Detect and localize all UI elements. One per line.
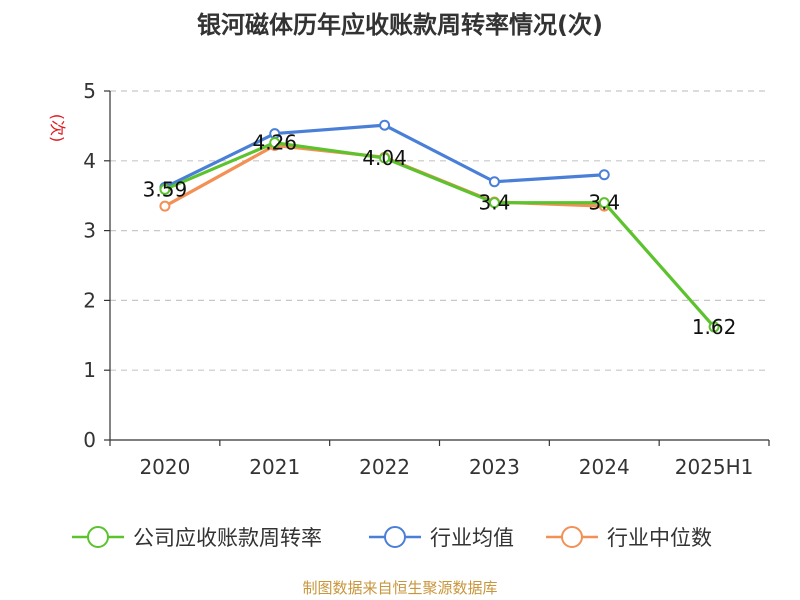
source-note: 制图数据来自恒生聚源数据库 bbox=[302, 579, 497, 597]
x-tick-label: 2021 bbox=[249, 455, 300, 479]
data-label: 1.62 bbox=[692, 315, 737, 339]
legend-label: 公司应收账款周转率 bbox=[133, 526, 322, 550]
y-tick-label: 3 bbox=[83, 219, 96, 243]
legend-marker bbox=[384, 526, 406, 548]
legend-label: 行业均值 bbox=[430, 526, 514, 550]
legend-item[interactable]: 公司应收账款周转率 bbox=[72, 526, 322, 550]
legend-marker bbox=[87, 526, 109, 548]
legend-item[interactable]: 行业均值 bbox=[369, 526, 514, 550]
y-tick-label: 4 bbox=[83, 149, 96, 173]
y-tick-label: 1 bbox=[83, 358, 96, 382]
legend-item[interactable]: 行业中位数 bbox=[546, 526, 712, 550]
x-tick-label: 2025H1 bbox=[675, 455, 754, 479]
data-point bbox=[488, 197, 500, 209]
grid bbox=[110, 90, 769, 371]
chart-title: 银河磁体历年应收账款周转率情况(次) bbox=[197, 11, 603, 39]
y-tick-label: 5 bbox=[83, 79, 96, 103]
data-label: 3.4 bbox=[479, 191, 511, 215]
data-label: 4.04 bbox=[362, 146, 407, 170]
y-axis-label: (次) bbox=[48, 114, 67, 143]
x-tick-label: 2023 bbox=[469, 455, 520, 479]
data-point bbox=[708, 321, 720, 333]
data-point bbox=[379, 119, 391, 131]
data-label: 3.59 bbox=[143, 177, 188, 201]
y-tick-label: 2 bbox=[83, 288, 96, 312]
data-labels: 3.59 4.26 4.04 3.4 3.4 1.62 bbox=[143, 131, 737, 339]
legend-marker bbox=[561, 526, 583, 548]
data-point bbox=[269, 137, 281, 149]
data-point bbox=[488, 176, 500, 188]
data-label: 3.4 bbox=[588, 191, 620, 215]
series-line bbox=[164, 141, 716, 328]
x-tick-label: 2022 bbox=[359, 455, 410, 479]
legend[interactable]: 公司应收账款周转率 行业均值 行业中位数 bbox=[72, 526, 712, 550]
data-point bbox=[159, 200, 171, 212]
data-point bbox=[598, 197, 610, 209]
data-label: 4.26 bbox=[252, 131, 297, 155]
series-layer bbox=[159, 119, 720, 333]
y-tick-label: 0 bbox=[83, 428, 96, 452]
legend-label: 行业中位数 bbox=[607, 526, 712, 550]
data-point bbox=[159, 183, 171, 195]
axes: 0 1 2 3 4 5 2020 2021 2022 2023 2024 2025H1 bbox=[83, 79, 770, 479]
x-tick-label: 2020 bbox=[139, 455, 190, 479]
data-point bbox=[598, 169, 610, 181]
data-point bbox=[379, 152, 391, 164]
x-tick-label: 2024 bbox=[579, 455, 630, 479]
